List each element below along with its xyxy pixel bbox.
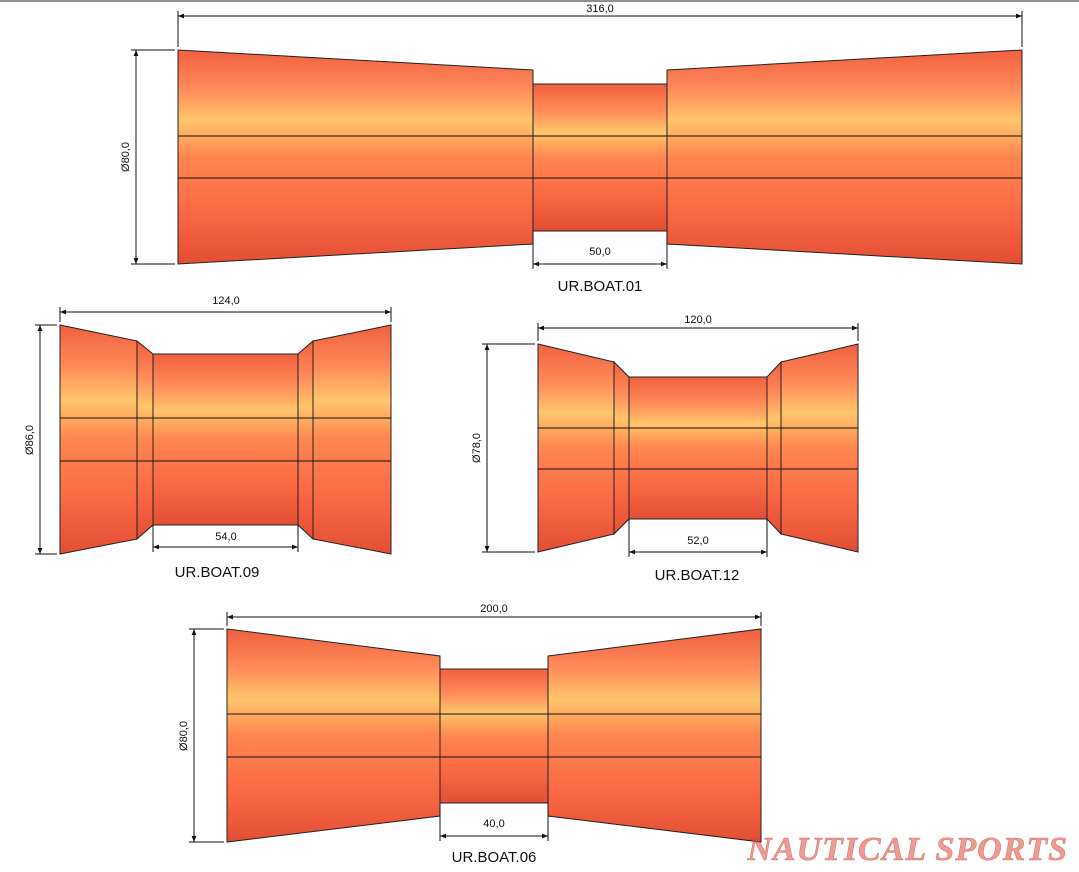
diameter-label: Ø80,0 — [120, 142, 132, 172]
middle-label: 52,0 — [687, 535, 708, 547]
middle-label: 40,0 — [483, 818, 504, 830]
middle-label: 50,0 — [589, 246, 610, 258]
roller-section — [59, 324, 138, 555]
roller-section — [613, 360, 630, 536]
roller-name: UR.BOAT.01 — [558, 278, 643, 295]
diameter-label: Ø80,0 — [178, 721, 190, 751]
length-label: 120,0 — [684, 314, 712, 326]
watermark: NAUTICAL SPORTS — [746, 831, 1068, 868]
roller-name: UR.BOAT.06 — [452, 849, 537, 866]
roller-section — [136, 339, 154, 541]
roller-section — [766, 360, 782, 536]
diameter-label: Ø86,0 — [24, 425, 36, 455]
roller-section — [312, 324, 392, 555]
length-label: 200,0 — [480, 603, 508, 615]
roller-section — [532, 83, 668, 232]
roller-section — [297, 339, 314, 541]
roller-name: UR.BOAT.12 — [655, 567, 740, 584]
roller-name: UR.BOAT.09 — [175, 564, 260, 581]
diameter-label: Ø78,0 — [471, 433, 483, 463]
roller-section — [780, 343, 859, 553]
length-label: 316,0 — [586, 3, 614, 15]
roller-section — [177, 49, 534, 265]
roller-section — [537, 343, 615, 553]
roller-section — [666, 49, 1023, 265]
roller-section — [152, 353, 299, 526]
middle-label: 54,0 — [215, 531, 236, 543]
roller-section — [226, 628, 441, 843]
roller-section — [628, 376, 768, 520]
roller-section — [547, 628, 762, 843]
roller-section — [439, 668, 549, 804]
length-label: 124,0 — [212, 295, 240, 307]
